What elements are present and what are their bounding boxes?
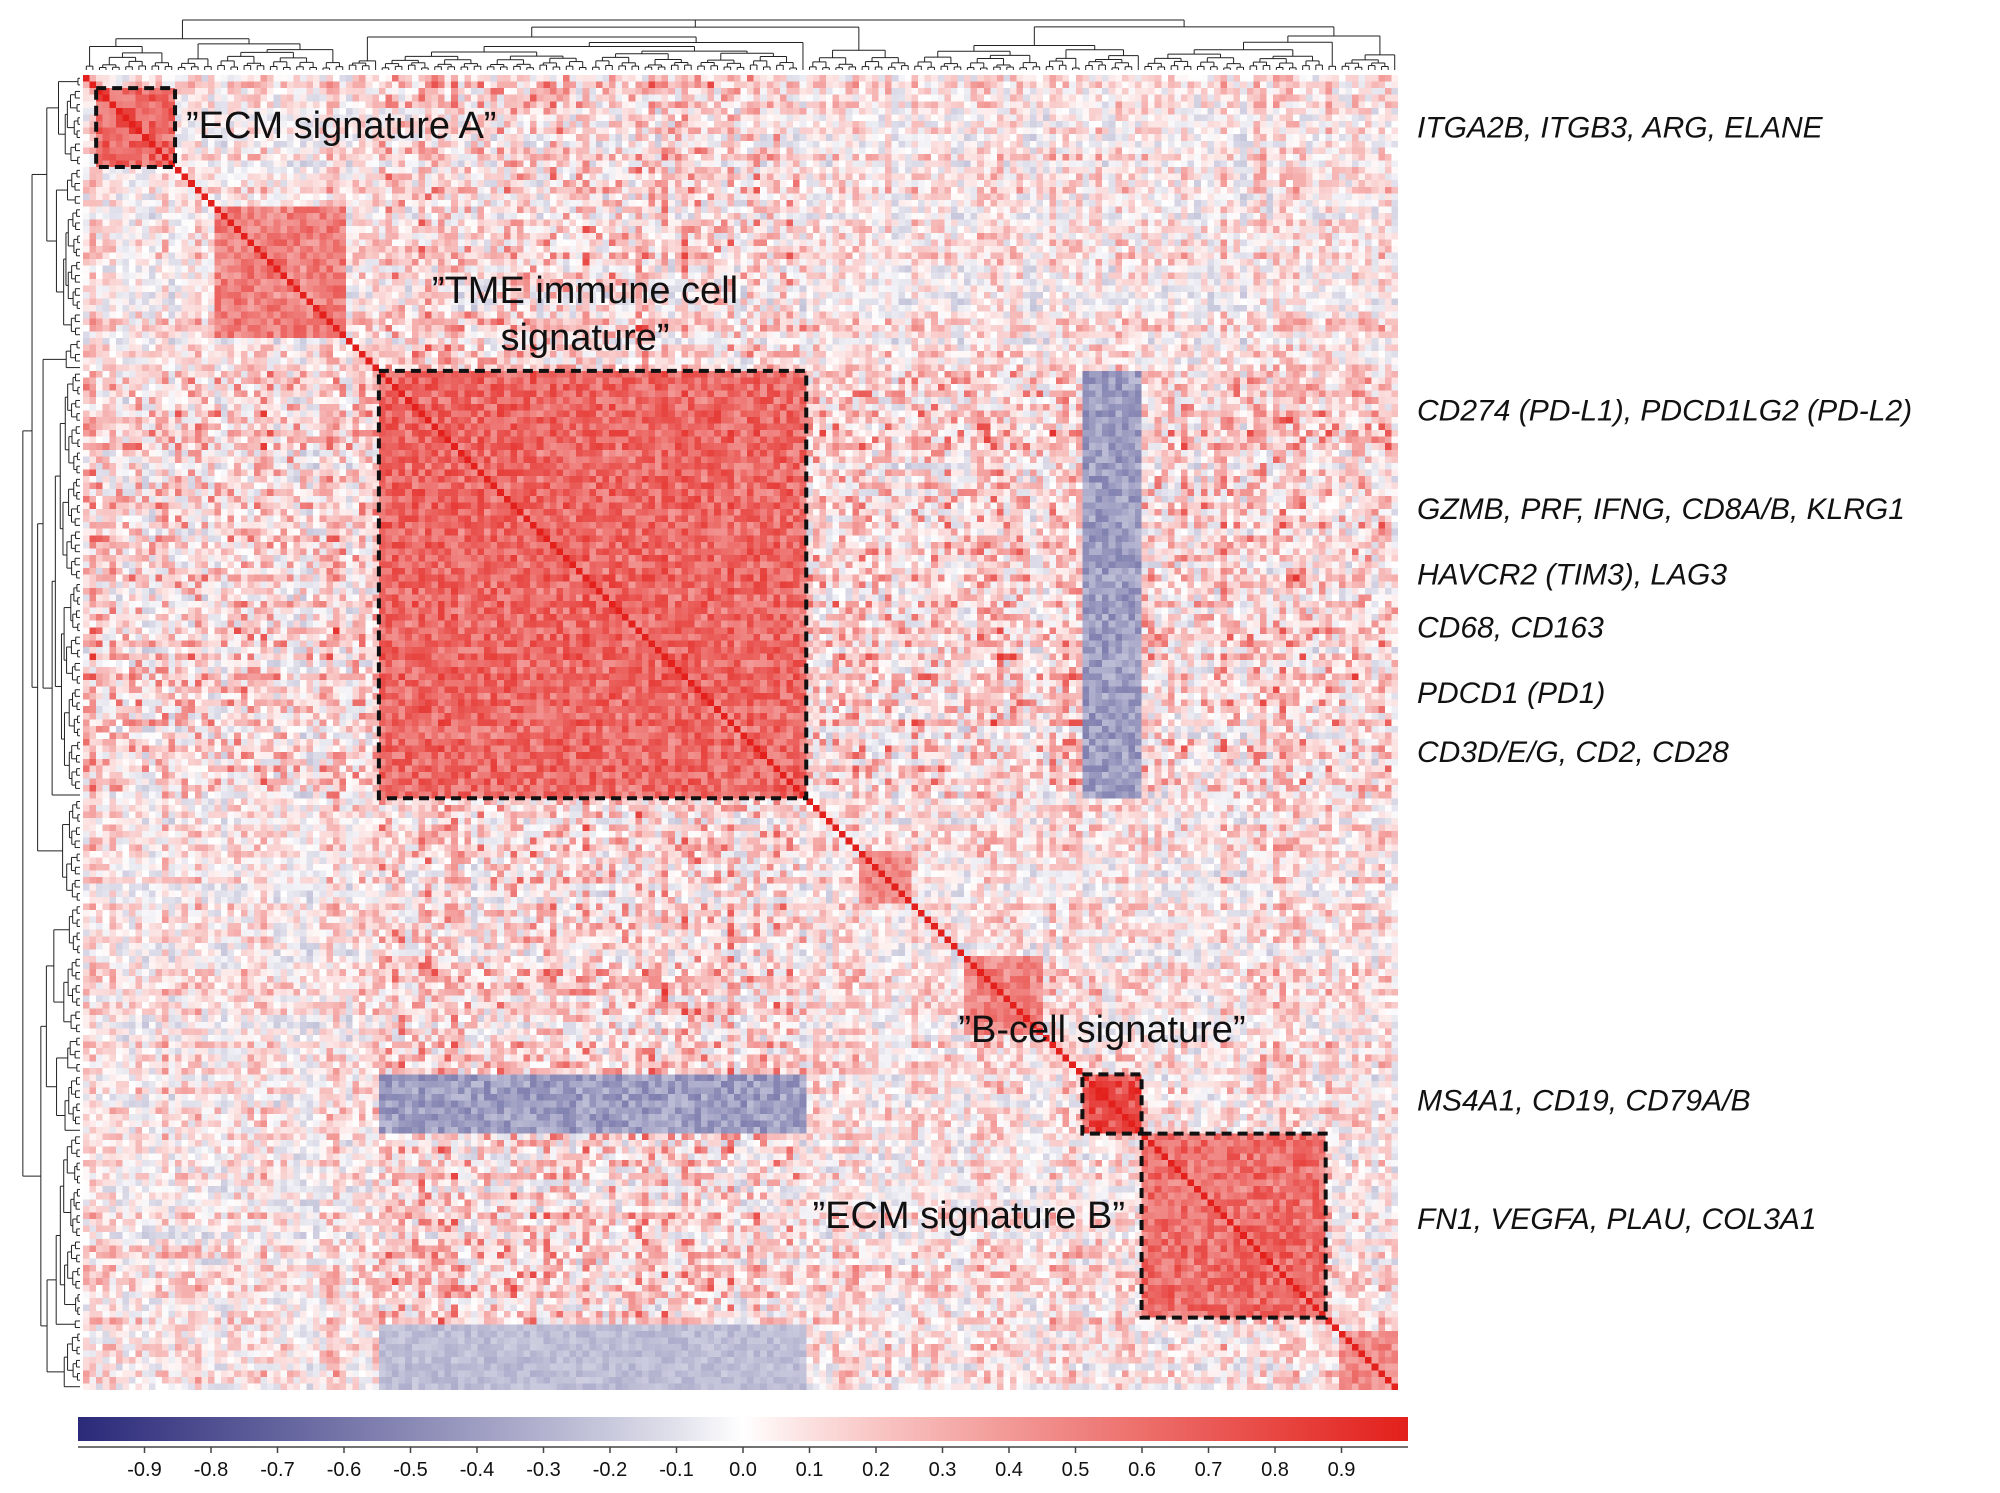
signature-label-ecm-b: ”ECM signature B” [812, 1195, 1125, 1237]
colorbar-tick-label: -0.4 [460, 1459, 494, 1481]
colorbar-tick-label: -0.9 [127, 1459, 161, 1481]
cluster-boxes [94, 86, 1328, 1320]
cluster-box-bcell [1080, 1072, 1144, 1136]
colorbar: -0.9 -0.8 -0.7 -0.6 -0.5 -0.4 -0.3 -0.2 -0.1 0.0 0… [78, 1417, 1408, 1481]
cluster-box-ecm-b [1139, 1131, 1328, 1320]
colorbar-tick-label: 0.8 [1261, 1459, 1289, 1481]
colorbar-tick-label: 0.3 [929, 1459, 957, 1481]
colorbar-tick-label: -0.1 [659, 1459, 693, 1481]
signature-labels: ”ECM signature A” ”TME immune cell signatu… [186, 105, 1246, 1237]
gene-annotation: CD68, CD163 [1417, 611, 1604, 644]
colorbar-tick-label: 0.4 [995, 1459, 1023, 1481]
colorbar-tick-label: -0.5 [393, 1459, 427, 1481]
colorbar-tick-label: -0.2 [593, 1459, 627, 1481]
colorbar-tick-label: -0.7 [260, 1459, 294, 1481]
colorbar-tick-label: -0.8 [194, 1459, 228, 1481]
colorbar-gradient [78, 1417, 1408, 1441]
gene-annotation: MS4A1, CD19, CD79A/B [1417, 1085, 1750, 1118]
colorbar-tick-label: 0.0 [729, 1459, 757, 1481]
colorbar-tick-label: 0.2 [862, 1459, 890, 1481]
colorbar-tick-label: 0.9 [1328, 1459, 1356, 1481]
colorbar-tick-label: -0.6 [327, 1459, 361, 1481]
gene-annotation: HAVCR2 (TIM3), LAG3 [1417, 559, 1727, 592]
colorbar-tick-label: 0.6 [1128, 1459, 1156, 1481]
signature-label-tme-line2: signature” [501, 317, 670, 359]
gene-annotation: PDCD1 (PD1) [1417, 677, 1605, 710]
signature-label-ecm-a: ”ECM signature A” [186, 105, 496, 147]
gene-annotation: FN1, VEGFA, PLAU, COL3A1 [1417, 1203, 1817, 1236]
signature-label-bcell: ”B-cell signature” [958, 1009, 1245, 1051]
colorbar-tick-label: 0.5 [1062, 1459, 1090, 1481]
column-dendrogram [85, 19, 1396, 70]
signature-label-tme-line1: ”TME immune cell [432, 270, 738, 312]
colorbar-tick-label: -0.3 [526, 1459, 560, 1481]
gene-annotation: ITGA2B, ITGB3, ARG, ELANE [1417, 112, 1824, 145]
heatmap-matrix [83, 75, 1398, 1390]
cluster-box-ecm-a [94, 86, 178, 170]
heatmap-cells [83, 75, 1398, 1390]
colorbar-tick-label: 0.7 [1195, 1459, 1223, 1481]
row-dendrogram [22, 77, 80, 1388]
gene-annotations: ITGA2B, ITGB3, ARG, ELANE CD274 (PD-L1), … [1417, 112, 1912, 1236]
gene-annotation: GZMB, PRF, IFNG, CD8A/B, KLRG1 [1417, 493, 1905, 526]
colorbar-tick-label: 0.1 [796, 1459, 824, 1481]
cluster-box-tme [376, 368, 809, 801]
gene-annotation: CD274 (PD-L1), PDCD1LG2 (PD-L2) [1417, 394, 1912, 427]
gene-annotation: CD3D/E/G, CD2, CD28 [1417, 736, 1729, 769]
